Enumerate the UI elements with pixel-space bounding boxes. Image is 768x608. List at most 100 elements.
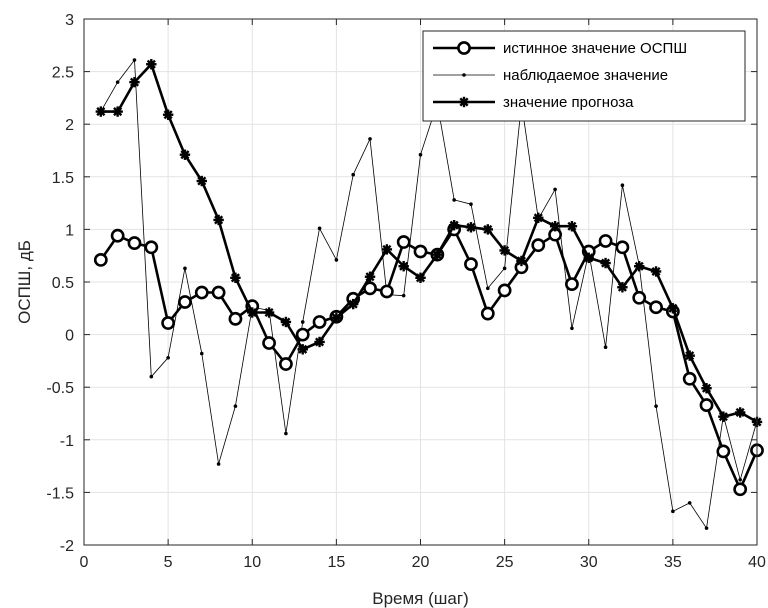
circle-marker: [531, 238, 546, 253]
circle-marker: [194, 285, 209, 300]
y-tick-label: -0.5: [46, 380, 74, 397]
axis-ticks: [83, 18, 758, 546]
circle-marker: [598, 234, 613, 248]
star-marker-stroke: [96, 107, 106, 117]
dot-marker: [654, 404, 658, 408]
star-marker: [129, 76, 140, 88]
star-marker-stroke: [146, 59, 156, 69]
star-marker-stroke: [315, 337, 325, 347]
star-marker-stroke: [415, 273, 426, 283]
y-tick-label: 0.5: [52, 275, 74, 292]
x-tick-label: 35: [664, 554, 682, 571]
dot-marker: [183, 266, 187, 271]
star-marker: [146, 59, 157, 70]
star-marker: [516, 255, 527, 267]
dot-marker: [115, 80, 120, 84]
circle-marker: [480, 306, 495, 321]
star-marker-stroke: [281, 317, 291, 327]
star-marker: [465, 222, 477, 233]
star-marker-stroke: [617, 282, 627, 292]
star-marker-stroke: [180, 150, 190, 160]
star-marker: [95, 106, 107, 117]
star-marker-stroke: [601, 258, 611, 268]
star-marker: [331, 312, 342, 323]
star-marker-stroke: [735, 407, 745, 417]
star-marker-stroke: [668, 303, 678, 313]
star-marker-stroke: [129, 77, 140, 87]
dot-marker: [704, 526, 709, 530]
dot-marker: [317, 226, 322, 231]
legend-item: значение прогноза: [433, 94, 634, 111]
dot-marker: [132, 58, 137, 62]
star-marker: [566, 221, 578, 232]
star-marker-stroke: [533, 213, 543, 223]
star-marker-stroke: [348, 299, 358, 309]
x-tick-label: 25: [496, 554, 514, 571]
star-marker: [499, 245, 510, 256]
circle-marker: [615, 240, 630, 255]
star-marker: [297, 344, 308, 355]
dot-marker: [166, 355, 170, 360]
star-marker: [617, 282, 628, 293]
circle-marker: [93, 253, 108, 267]
circle-marker: [396, 235, 411, 249]
star-marker-stroke: [516, 256, 526, 266]
dot-marker: [233, 404, 238, 408]
star-marker-stroke: [247, 307, 257, 318]
star-marker-stroke: [466, 222, 476, 232]
legend-label: значение прогноза: [503, 94, 634, 111]
star-marker-stroke: [197, 176, 207, 186]
dot-marker: [738, 477, 742, 482]
circle-marker: [649, 300, 663, 315]
star-marker: [734, 407, 746, 418]
star-marker: [348, 298, 359, 310]
star-marker-stroke: [230, 273, 240, 283]
circle-marker: [110, 228, 125, 243]
star-marker-stroke: [264, 307, 274, 318]
dot-marker: [368, 137, 372, 141]
dot-marker: [469, 202, 473, 206]
legend-label: истинное значение ОСПШ: [503, 40, 687, 57]
x-tick-label: 0: [80, 554, 89, 571]
dot-marker: [603, 345, 608, 350]
x-tick-label: 15: [327, 554, 345, 571]
dot-marker: [687, 501, 692, 505]
dot-marker: [284, 431, 288, 436]
star-marker-stroke: [331, 313, 341, 323]
tick-labels: 0 5 10 15 20 25 30 35 40 -2 -1.5 -1 -0.5 0 0.5 1 1.5 2 2.5…: [46, 12, 766, 571]
dot-marker: [620, 183, 625, 188]
star-marker-stroke: [382, 244, 392, 254]
star-marker-stroke: [163, 110, 173, 120]
dot-marker: [452, 198, 456, 202]
series-line: [100, 59, 758, 529]
x-axis-title: Время (шаг): [372, 589, 468, 608]
dot-marker: [149, 374, 154, 379]
dot-marker: [418, 152, 423, 157]
star-marker: [381, 244, 393, 255]
circle-marker: [228, 311, 243, 326]
circle-marker: [379, 284, 394, 299]
circle-marker: [295, 327, 310, 342]
circle-marker: [278, 357, 293, 371]
star-marker: [718, 411, 729, 422]
legend-box: [422, 30, 746, 122]
star-marker-stroke: [113, 107, 123, 117]
series-line: [100, 62, 758, 424]
star-marker: [549, 221, 561, 232]
y-tick-label: -1: [60, 433, 74, 450]
dot-marker: [300, 320, 305, 324]
star-marker-stroke: [214, 215, 224, 225]
x-tick-label: 40: [748, 554, 766, 571]
dot-marker: [570, 326, 574, 331]
dot-marker: [671, 509, 675, 514]
star-marker: [398, 261, 409, 272]
star-marker: [701, 383, 712, 394]
star-marker-stroke: [365, 272, 375, 282]
circle-marker: [565, 277, 579, 292]
series-line: [99, 228, 759, 491]
dot-marker: [334, 258, 339, 262]
legend-item: наблюдаемое значение: [433, 67, 668, 84]
circle-marker: [178, 295, 192, 309]
star-marker: [458, 96, 470, 108]
